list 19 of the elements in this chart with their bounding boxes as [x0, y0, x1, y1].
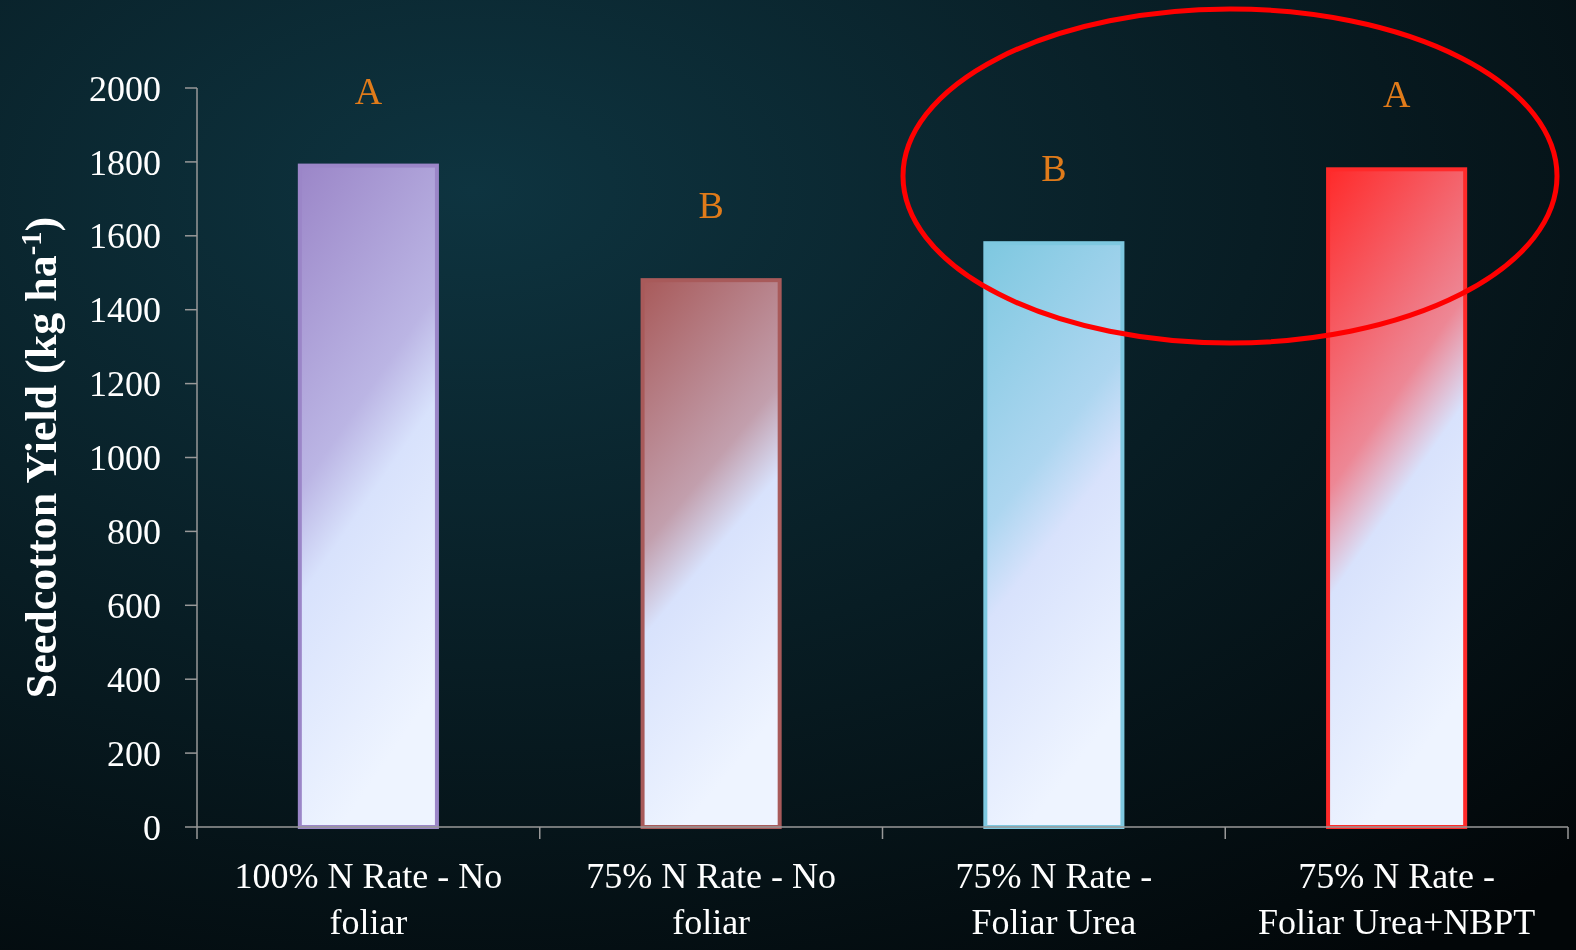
x-tick-label: 75% N Rate - Foliar Urea+NBPT — [1257, 856, 1536, 942]
y-tick-label: 600 — [107, 585, 161, 626]
y-tick-label: 1600 — [89, 216, 161, 257]
y-tick-label: 1800 — [89, 142, 161, 183]
annotation: A — [1382, 73, 1411, 116]
x-tick-label: 100% N Rate - No foliar — [234, 856, 503, 942]
y-tick-label: 400 — [107, 659, 161, 700]
y-tick-label: 200 — [107, 733, 161, 774]
y-tick-label: 1000 — [89, 438, 161, 479]
y-tick-label: 1400 — [89, 290, 161, 331]
y-tick-label: 800 — [107, 512, 161, 552]
x-tick-label: 75% N Rate - Foliar Urea — [955, 856, 1153, 942]
x-tick-label: 75% N Rate - No foliar — [586, 856, 837, 942]
y-tick-label: 1200 — [89, 364, 161, 405]
y-tick-label: 0 — [143, 807, 161, 848]
y-tick-label: 2000 — [89, 68, 161, 109]
annotation: B — [1041, 147, 1067, 190]
annotation: B — [698, 184, 724, 227]
annotation: A — [354, 69, 383, 112]
